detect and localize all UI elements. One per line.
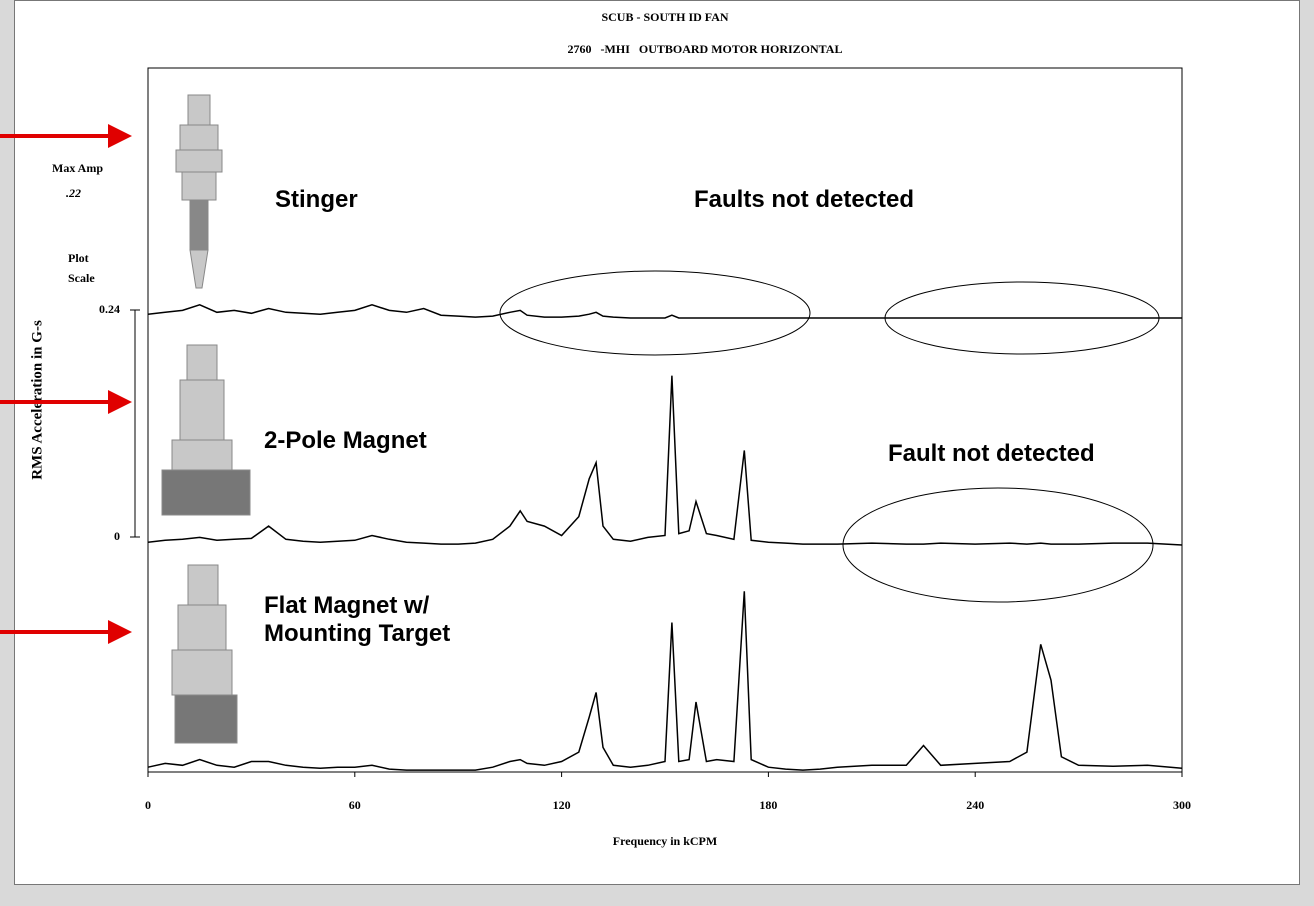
highlight-ellipse <box>843 488 1153 602</box>
chart-title: SCUB - SOUTH ID FAN <box>601 10 728 24</box>
annotation: Faults not detected <box>694 186 914 214</box>
series-label: 2-Pole Magnet <box>264 427 427 455</box>
series-label: Flat Magnet w/ Mounting Target <box>264 592 504 648</box>
x-tick-label: 300 <box>1173 798 1191 812</box>
highlight-ellipse <box>500 271 810 355</box>
x-tick-label: 240 <box>966 798 984 812</box>
x-tick-label: 180 <box>759 798 777 812</box>
chart-subtitle: 2760 -MHI OUTBOARD MOTOR HORIZONTAL <box>568 42 843 56</box>
chart: SCUB - SOUTH ID FAN 2760 -MHI OUTBOARD M… <box>0 0 1314 906</box>
max-amp-value: .22 <box>66 182 81 204</box>
x-axis-label: Frequency in kCPM <box>613 834 717 848</box>
x-tick-label: 0 <box>145 798 151 812</box>
series-label: Stinger <box>275 186 358 214</box>
y-tick-label: 0.24 <box>99 302 120 316</box>
y-tick-label: 0 <box>114 529 120 543</box>
x-tick-label: 120 <box>553 798 571 812</box>
plot-frame <box>148 68 1182 772</box>
scale-label: Plot Scale <box>68 248 104 288</box>
annotation: Fault not detected <box>888 440 1095 468</box>
spectrum-line <box>148 305 1182 318</box>
max-amp-label: Max Amp <box>52 157 103 179</box>
page: SCUB - SOUTH ID FAN 2760 -MHI OUTBOARD M… <box>0 0 1314 906</box>
sensor-icons <box>162 95 250 743</box>
x-tick-label: 60 <box>349 798 361 812</box>
y-axis-label: RMS Acceleration in G-s <box>29 320 45 480</box>
